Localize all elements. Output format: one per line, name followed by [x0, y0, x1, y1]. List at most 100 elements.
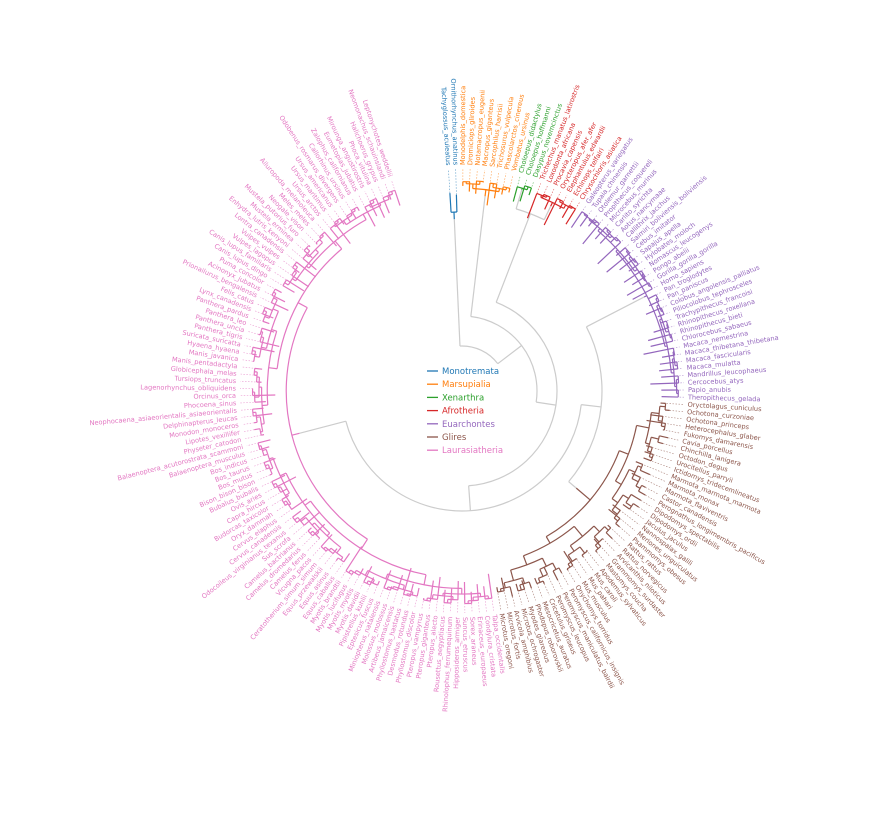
leaf-guide	[341, 546, 362, 578]
branch	[315, 531, 320, 536]
leaf-guide	[248, 446, 270, 454]
leaf-guide	[622, 504, 644, 520]
branch	[612, 504, 621, 511]
leaf-guide	[650, 382, 684, 385]
leaf-guide	[513, 176, 521, 202]
clade-stem	[484, 189, 487, 197]
branch	[588, 218, 591, 221]
leaf-guide	[351, 197, 360, 211]
branch	[387, 195, 390, 200]
clade-stem	[291, 432, 300, 436]
branch	[619, 450, 629, 455]
branch	[271, 328, 277, 332]
branch	[261, 346, 267, 349]
branch-arc	[657, 435, 660, 443]
legend-item-euarchontes: Euarchontes	[427, 420, 495, 430]
branch	[567, 563, 571, 568]
leaf-guide	[496, 587, 502, 610]
leaf-guide	[619, 255, 639, 271]
leaf-guide	[244, 345, 275, 353]
stem-arc	[459, 345, 499, 365]
leaf-guide	[519, 178, 528, 202]
branch-arc	[287, 272, 298, 286]
branch	[625, 249, 628, 252]
branch-arc	[265, 311, 279, 349]
branch	[292, 510, 302, 518]
branch-arc	[624, 247, 631, 254]
branch-arc	[631, 465, 639, 479]
leaf-label: Phocoena_sinus	[184, 399, 237, 410]
branch	[272, 308, 279, 312]
leaf-guide	[457, 581, 459, 613]
leaf-guide	[544, 188, 555, 210]
branch	[300, 517, 307, 522]
stem-arc	[568, 326, 603, 483]
leaf-guide	[561, 572, 569, 586]
clade-branches	[251, 180, 680, 605]
leaf-label: Hipposideros_armiger	[452, 617, 461, 689]
branch	[613, 517, 619, 522]
branch	[294, 516, 299, 521]
branch	[615, 523, 620, 528]
leaf-guide	[455, 169, 457, 195]
branch-arc	[655, 298, 663, 312]
leaf-guide	[599, 228, 614, 244]
leaf-guide	[261, 475, 286, 487]
branch	[394, 190, 401, 206]
legend-item-glires: Glires	[427, 433, 467, 443]
branch	[593, 525, 600, 533]
branch	[526, 186, 529, 190]
branch	[631, 478, 639, 483]
leaf-guide	[302, 523, 325, 546]
leaf-guide	[659, 360, 683, 365]
branch-arc	[255, 371, 258, 383]
branch-arc	[611, 469, 630, 499]
branch-arc	[656, 305, 667, 333]
branch	[254, 355, 260, 358]
branch	[268, 367, 278, 370]
branch	[593, 538, 602, 547]
branch	[326, 532, 331, 537]
branch	[644, 451, 654, 456]
branch	[579, 546, 586, 554]
leaf-guide	[557, 579, 563, 590]
branch	[366, 580, 369, 584]
leaf-guide	[335, 553, 350, 574]
leaf-guide	[565, 202, 580, 225]
leaf-guide	[254, 310, 274, 319]
branch-arc	[310, 500, 427, 576]
branch	[559, 199, 561, 203]
leaf-guide	[329, 560, 337, 570]
branch	[637, 465, 642, 468]
leaf-guide	[501, 173, 507, 195]
leaf-guide	[311, 227, 321, 239]
branch	[269, 467, 274, 470]
leaf-guide	[567, 570, 576, 583]
leaf-label: Theropithecus_gelada	[687, 393, 761, 403]
leaf-label: Monodelphis_domestica	[459, 86, 467, 165]
branch-arc	[259, 331, 264, 342]
branch-arc	[263, 462, 268, 470]
branch	[328, 547, 332, 551]
branch	[639, 469, 651, 476]
leaf-label: Ornithorhynchus_anatinus	[449, 78, 459, 165]
branch	[552, 570, 559, 581]
branch	[273, 482, 277, 486]
leaf-guide	[253, 458, 276, 467]
branch	[628, 468, 636, 473]
leaf-guide	[353, 568, 364, 586]
leaf-guide	[650, 414, 683, 420]
branch	[368, 204, 372, 208]
branch	[563, 204, 567, 209]
leaf-guide	[501, 577, 509, 609]
leaf-label: Tursiops_truncatus	[173, 374, 237, 385]
leaf-guide	[657, 311, 670, 317]
leaf-guide	[610, 233, 620, 243]
branch-arc	[367, 569, 405, 586]
branch	[291, 278, 296, 282]
leaf-guide	[661, 396, 684, 398]
leaf-label: Orcinus_orca	[193, 392, 236, 401]
legend-item-marsupialia: Marsupialia	[427, 380, 491, 390]
branch	[264, 315, 270, 319]
branch	[411, 592, 414, 596]
